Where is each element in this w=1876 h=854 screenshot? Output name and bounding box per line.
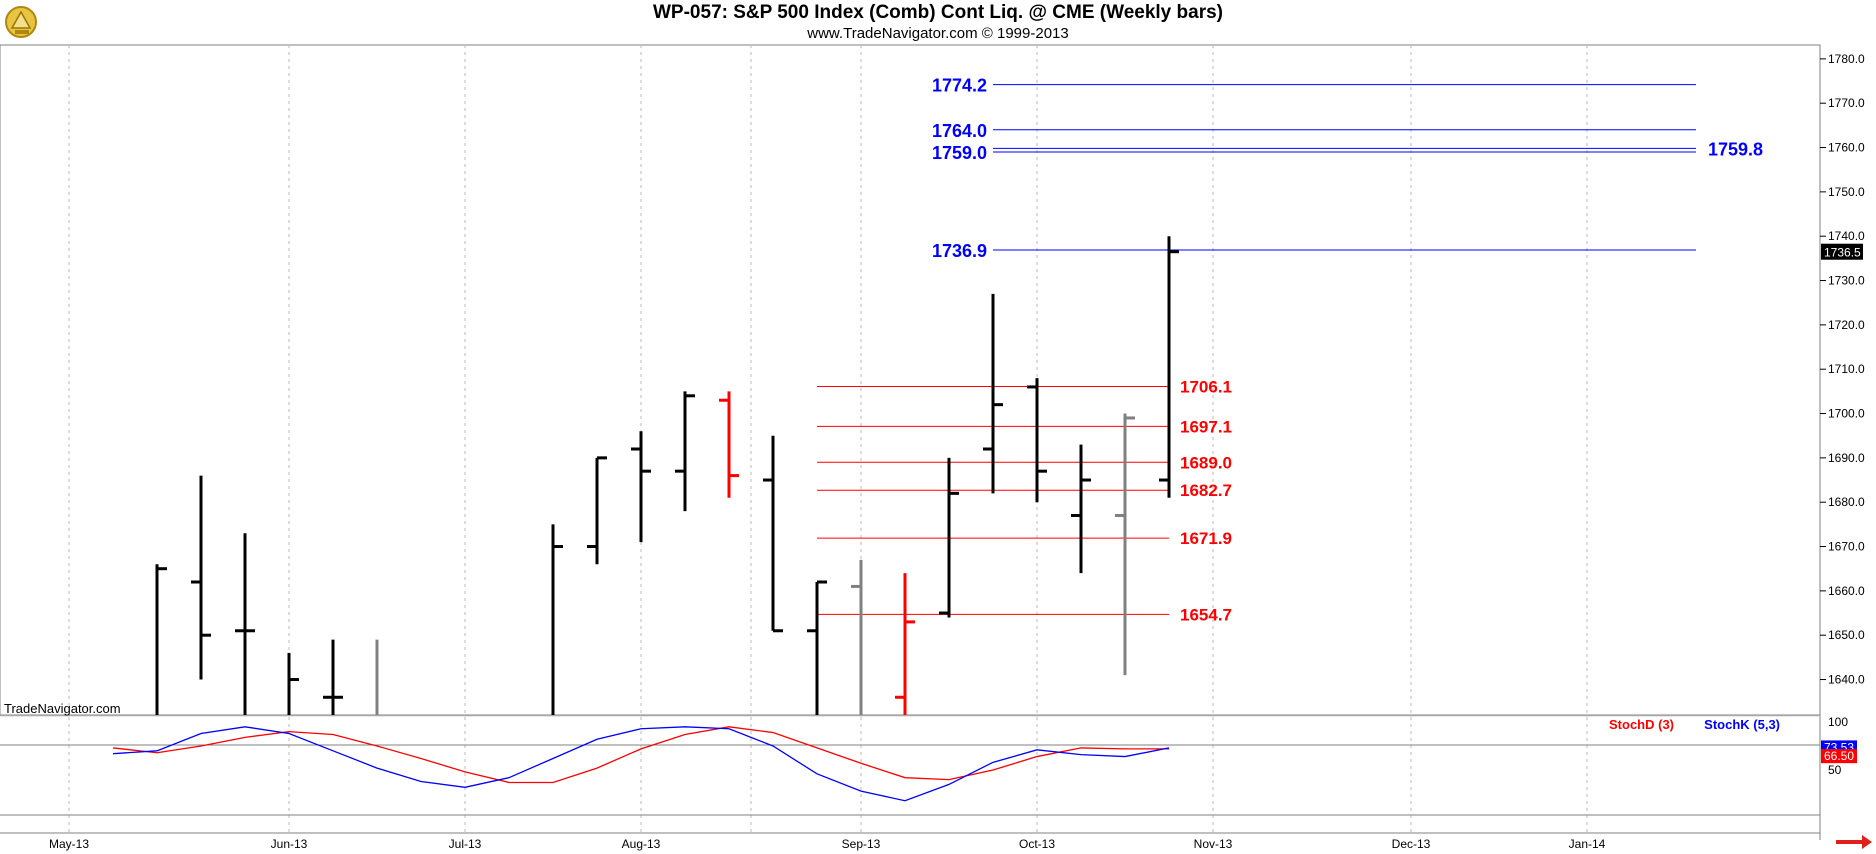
ohlc-bar: [235, 533, 255, 715]
ohlc-bar: [1159, 236, 1179, 498]
price-tick-label: 1730.0: [1828, 274, 1865, 288]
fib-level-label-blue-right: 1759.8: [1708, 139, 1763, 159]
fib-level-label-red: 1697.1: [1180, 417, 1232, 436]
date-tick-label: Nov-13: [1194, 837, 1233, 851]
fib-level-label-red: 1671.9: [1180, 529, 1232, 548]
stoch-tick-label: 50: [1828, 763, 1842, 777]
ohlc-bar: [1115, 413, 1135, 676]
fib-level-label-red: 1706.1: [1180, 377, 1232, 396]
ohlc-bar: [1071, 444, 1091, 574]
price-tick-label: 1700.0: [1828, 407, 1865, 421]
stoch-legend-entry: StochD (3): [1609, 717, 1674, 732]
price-tick-label: 1690.0: [1828, 451, 1865, 465]
fib-level-label-red: 1689.0: [1180, 453, 1232, 472]
chart-subtitle: www.TradeNavigator.com © 1999-2013: [807, 25, 1069, 42]
price-tick-label: 1760.0: [1828, 141, 1865, 155]
ohlc-bar: [807, 580, 827, 715]
date-tick-label: Jan-14: [1569, 837, 1606, 851]
ohlc-bar: [719, 391, 739, 498]
ohlc-bar: [939, 457, 959, 618]
date-tick-label: Jun-13: [271, 837, 308, 851]
date-tick-label: Aug-13: [622, 837, 661, 851]
chart-title: WP-057: S&P 500 Index (Comb) Cont Liq. @…: [653, 2, 1223, 23]
ohlc-bar: [587, 456, 607, 565]
last-price-label: 1736.5: [1824, 246, 1861, 260]
price-tick-label: 1750.0: [1828, 185, 1865, 199]
stoch-series-line: [112, 726, 1169, 784]
date-tick-label: Jul-13: [449, 837, 482, 851]
stoch-series-line: [112, 726, 1170, 802]
fib-level-label-blue: 1774.2: [932, 76, 987, 96]
price-tick-label: 1640.0: [1828, 673, 1865, 687]
ohlc-bar: [551, 524, 563, 715]
ohlc-bar: [763, 435, 783, 633]
date-tick-label: Dec-13: [1392, 837, 1431, 851]
fib-level-label-red: 1682.7: [1180, 481, 1232, 500]
date-tick-label: May-13: [49, 837, 89, 851]
ohlc-bar: [631, 431, 651, 543]
fib-level-label-blue: 1736.9: [932, 241, 987, 261]
price-tick-label: 1710.0: [1828, 362, 1865, 376]
last-price-badge: [1821, 243, 1863, 260]
stoch-tick-label: 100: [1828, 715, 1848, 729]
date-tick-label: Sep-13: [842, 837, 881, 851]
ohlc-bar: [323, 639, 343, 715]
ohlc-bar: [191, 475, 211, 680]
watermark: TradeNavigator.com: [4, 701, 121, 716]
fib-level-label-red: 1654.7: [1180, 605, 1232, 624]
ohlc-bar: [983, 293, 1003, 494]
scroll-right-arrow-icon[interactable]: [1836, 834, 1872, 850]
price-tick-label: 1770.0: [1828, 96, 1865, 110]
ohlc-bar: [287, 652, 299, 715]
ohlc-bar: [1027, 378, 1047, 503]
fib-level-label-blue: 1764.0: [932, 121, 987, 141]
ohlc-bar: [851, 559, 863, 715]
trade-navigator-logo: [5, 6, 37, 38]
price-tick-label: 1720.0: [1828, 318, 1865, 332]
ohlc-bar: [155, 564, 167, 715]
ohlc-bar: [675, 391, 695, 512]
price-tick-label: 1650.0: [1828, 628, 1865, 642]
ohlc-bar: [895, 573, 915, 715]
price-tick-label: 1680.0: [1828, 495, 1865, 509]
stoch-last-badge: [1821, 749, 1857, 764]
stoch-legend-entry: StochK (5,3): [1704, 717, 1780, 732]
price-tick-label: 1660.0: [1828, 584, 1865, 598]
stoch-last-label: 66.50: [1824, 749, 1854, 763]
price-tick-label: 1780.0: [1828, 52, 1865, 66]
price-tick-label: 1740.0: [1828, 229, 1865, 243]
price-tick-label: 1670.0: [1828, 540, 1865, 554]
date-tick-label: Oct-13: [1019, 837, 1055, 851]
fib-level-label-blue: 1759.0: [932, 143, 987, 163]
